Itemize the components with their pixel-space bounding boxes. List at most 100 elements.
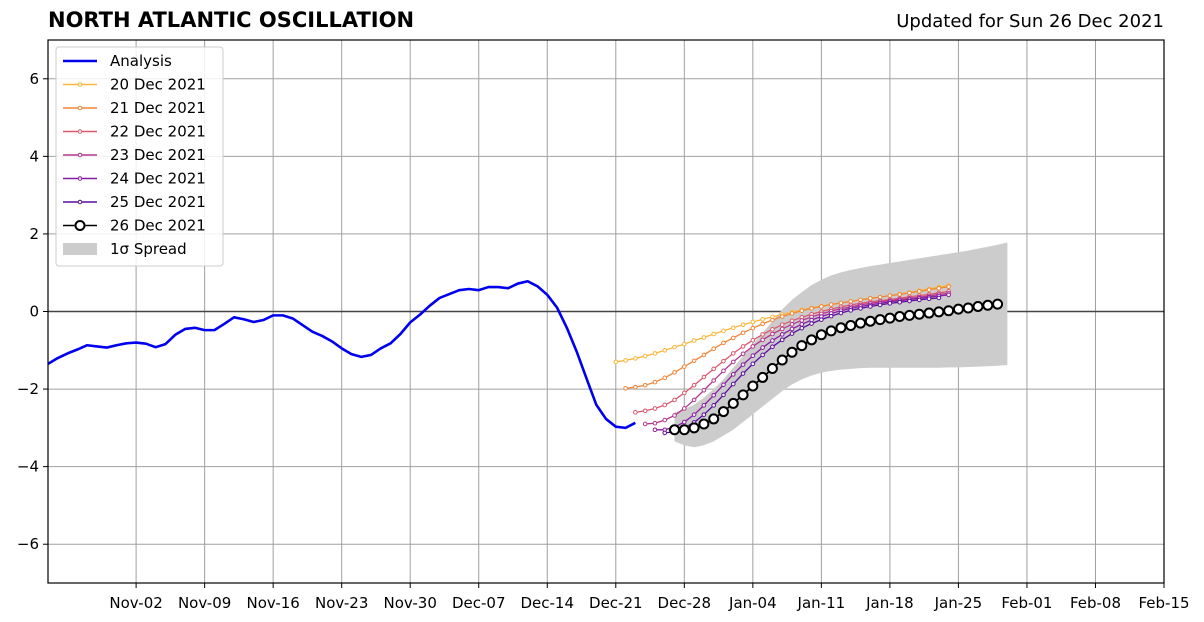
- legend-marker: [74, 220, 86, 231]
- forecast-point: [845, 319, 857, 331]
- x-tick-label: Jan-11: [797, 594, 846, 612]
- forecast-point: [691, 338, 697, 343]
- forecast-point: [711, 366, 716, 372]
- forecast-line: [625, 286, 949, 389]
- forecast-point: [877, 302, 883, 308]
- legend-entry: 23 Dec 2021: [63, 146, 206, 164]
- forecast-point: [760, 345, 765, 350]
- x-tick-label: Nov-09: [178, 594, 231, 612]
- forecast-point: [946, 284, 951, 289]
- x-tick-label: Feb-15: [1138, 594, 1189, 612]
- forecast-point: [766, 363, 778, 375]
- forecast-point: [750, 353, 756, 359]
- x-tick-label: Feb-01: [1001, 594, 1052, 612]
- forecast-point: [828, 302, 834, 307]
- forecast-point: [770, 331, 775, 337]
- forecast-point: [691, 382, 697, 388]
- forecast-point: [838, 310, 844, 316]
- forecast-point: [682, 390, 687, 396]
- forecast-point: [678, 424, 690, 436]
- forecast-point: [916, 297, 922, 303]
- forecast-point: [962, 302, 974, 314]
- x-tick-label: Jan-04: [728, 594, 777, 612]
- forecast-point: [819, 317, 824, 322]
- forecast-point: [897, 299, 902, 305]
- legend-label: 23 Dec 2021: [110, 146, 206, 164]
- forecast-point: [760, 316, 765, 322]
- forecast-point: [711, 378, 716, 383]
- forecast-series-2: [633, 289, 951, 415]
- forecast-point: [806, 334, 818, 346]
- forecast-point: [672, 397, 677, 403]
- forecast-point: [933, 306, 945, 318]
- forecast-point: [730, 381, 736, 387]
- forecast-point: [750, 337, 756, 343]
- forecast-point: [907, 298, 912, 304]
- legend-swatch: [63, 243, 97, 255]
- forecast-point: [691, 358, 697, 364]
- legend-label: 21 Dec 2021: [110, 99, 206, 117]
- forecast-point: [642, 353, 648, 359]
- forecast-point: [642, 408, 648, 414]
- forecast-point: [874, 314, 886, 326]
- forecast-point: [652, 351, 658, 356]
- forecast-point: [750, 361, 756, 367]
- x-tick-label: Feb-08: [1070, 594, 1121, 612]
- legend-marker: [77, 105, 83, 111]
- forecast-point: [701, 352, 707, 358]
- forecast-point: [662, 347, 668, 353]
- forecast-point: [662, 430, 668, 436]
- forecast-point: [711, 403, 716, 408]
- y-tick-label: −6: [17, 535, 39, 553]
- forecast-point: [799, 308, 805, 314]
- forecast-point: [770, 317, 775, 323]
- x-tick-label: Nov-30: [384, 594, 437, 612]
- legend-label: 20 Dec 2021: [110, 76, 206, 94]
- forecast-point: [730, 359, 736, 365]
- x-tick-label: Jan-18: [865, 594, 914, 612]
- forecast-point: [926, 287, 932, 293]
- forecast-point: [623, 358, 628, 363]
- forecast-point: [701, 335, 707, 340]
- y-tick-label: 4: [29, 147, 39, 165]
- forecast-point: [737, 389, 749, 401]
- forecast-point: [711, 346, 716, 352]
- legend-label: 1σ Spread: [110, 240, 187, 258]
- forecast-point: [779, 314, 785, 319]
- forecast-point: [682, 419, 687, 425]
- forecast-point: [740, 371, 746, 376]
- forecast-point: [672, 413, 677, 418]
- forecast-point: [972, 300, 984, 312]
- forecast-point: [721, 340, 726, 346]
- forecast-point: [809, 306, 814, 311]
- forecast-point: [662, 402, 668, 408]
- x-tick-label: Dec-28: [658, 594, 712, 612]
- forecast-point: [717, 406, 729, 418]
- forecast-point: [750, 344, 756, 349]
- legend-entry: 1σ Spread: [63, 240, 187, 258]
- forecast-point: [858, 306, 863, 311]
- forecast-point: [789, 311, 795, 316]
- forecast-point: [682, 341, 687, 347]
- legend-label: 26 Dec 2021: [110, 217, 206, 235]
- forecast-point: [623, 385, 628, 391]
- forecast-point: [907, 290, 912, 296]
- forecast-point: [708, 413, 720, 425]
- x-tick-label: Dec-21: [589, 594, 643, 612]
- forecast-point: [828, 313, 834, 319]
- legend-entry: 21 Dec 2021: [63, 99, 206, 117]
- forecast-point: [642, 421, 648, 427]
- y-tick-label: −2: [17, 380, 39, 398]
- legend-entry: 24 Dec 2021: [63, 170, 206, 188]
- forecast-point: [779, 322, 785, 327]
- forecast-point: [799, 318, 805, 323]
- forecast-point: [864, 315, 876, 327]
- forecast-point: [815, 329, 827, 341]
- forecast-point: [669, 424, 681, 436]
- forecast-point: [750, 319, 756, 325]
- forecast-point: [789, 321, 795, 327]
- forecast-point: [730, 351, 736, 356]
- chart-title: NORTH ATLANTIC OSCILLATION: [48, 8, 415, 32]
- forecast-point: [943, 305, 955, 317]
